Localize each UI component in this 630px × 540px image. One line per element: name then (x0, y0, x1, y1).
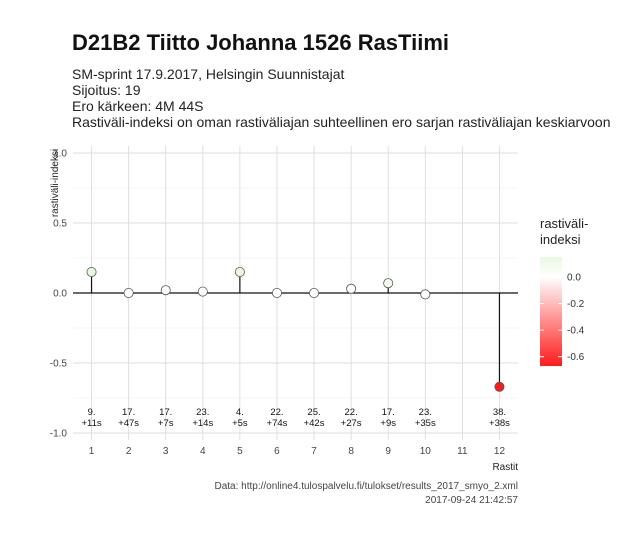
data-point (309, 287, 320, 298)
rank-label: 17. (382, 407, 395, 418)
rank-label: 17. (122, 407, 135, 418)
data-point (420, 289, 431, 300)
legend: rastiväli-indeksi 0.0 -0.2 -0.4 -0.6 (540, 216, 588, 366)
x-tick-label: 2 (126, 446, 132, 457)
time-diff-label: +5s (232, 418, 248, 429)
y-tick-label: -1.0 (50, 429, 68, 440)
x-tick-label: 12 (494, 446, 506, 457)
rank-label: 22. (345, 407, 358, 418)
time-diff-label: +47s (118, 418, 139, 429)
x-axis-label: Rastit (492, 462, 518, 473)
rank-label: 9. (88, 407, 96, 418)
data-source: Data: http://online4.tulospalvelu.fi/tul… (214, 481, 518, 492)
data-point (197, 286, 208, 297)
y-tick-label: 1.0 (53, 149, 67, 160)
data-point (271, 287, 282, 298)
data-point (160, 285, 171, 296)
time-diff-label: +35s (415, 418, 436, 429)
legend-title: rastiväli- (540, 216, 588, 231)
time-diff-label: +42s (304, 418, 325, 429)
x-tick-label: 5 (237, 446, 243, 457)
x-tick-label: 7 (311, 446, 317, 457)
time-diff-label: +27s (341, 418, 362, 429)
x-tick-label: 9 (385, 446, 391, 457)
subtitle-event: SM-sprint 17.9.2017, Helsingin Suunnista… (72, 66, 345, 82)
x-tick-label: 1 (89, 446, 95, 457)
x-tick-label: 6 (274, 446, 280, 457)
legend-tick-label: -0.4 (567, 326, 585, 337)
data-point (383, 278, 394, 289)
data-point (494, 381, 505, 392)
legend-tick-label: -0.2 (567, 299, 585, 310)
rank-label: 25. (307, 407, 320, 418)
rank-label: 23. (196, 407, 209, 418)
x-tick-label: 3 (163, 446, 169, 457)
y-tick-label: 0.0 (53, 289, 67, 300)
chart-title: D21B2 Tiitto Johanna 1526 RasTiimi (72, 30, 449, 55)
rank-label: 38. (493, 407, 506, 418)
data-point (86, 266, 97, 277)
y-tick-label: -0.5 (50, 359, 68, 370)
time-diff-label: +14s (192, 418, 213, 429)
x-tick-label: 11 (457, 446, 468, 457)
time-diff-label: +7s (158, 418, 174, 429)
rank-label: 17. (159, 407, 172, 418)
rank-label: 23. (419, 407, 432, 418)
time-diff-label: +38s (489, 418, 510, 429)
x-tick-label: 10 (420, 446, 432, 457)
time-diff-label: +11s (81, 418, 101, 429)
legend-tick-label: 0.0 (567, 272, 581, 283)
data-point (346, 283, 357, 294)
data-point (234, 266, 245, 277)
y-tick-label: 0.5 (53, 219, 67, 230)
time-diff-label: +9s (380, 418, 396, 429)
x-tick-label: 4 (200, 446, 206, 457)
subtitle-placement: Sijoitus: 19 (72, 82, 141, 98)
plot-area: -1.0-0.50.00.51.01 2 3 4 5 6 7 8 9 10 11 12Rastitra… (50, 146, 518, 473)
x-tick-label: 8 (348, 446, 354, 457)
subtitle-description: Rastiväli-indeksi on oman rastiväliajan … (72, 114, 611, 130)
y-axis-label: rastiväli-indeksi (50, 149, 61, 217)
rank-label: 22. (270, 407, 283, 418)
legend-title: indeksi (540, 232, 581, 247)
data-point (123, 287, 134, 298)
generated-timestamp: 2017-09-24 21:42:57 (425, 495, 518, 506)
time-diff-label: +74s (267, 418, 288, 429)
legend-tick-label: -0.6 (567, 352, 585, 363)
subtitle-difference: Ero kärkeen: 4M 44S (72, 98, 204, 114)
rank-label: 4. (236, 407, 244, 418)
legend-colorbar (540, 257, 562, 366)
